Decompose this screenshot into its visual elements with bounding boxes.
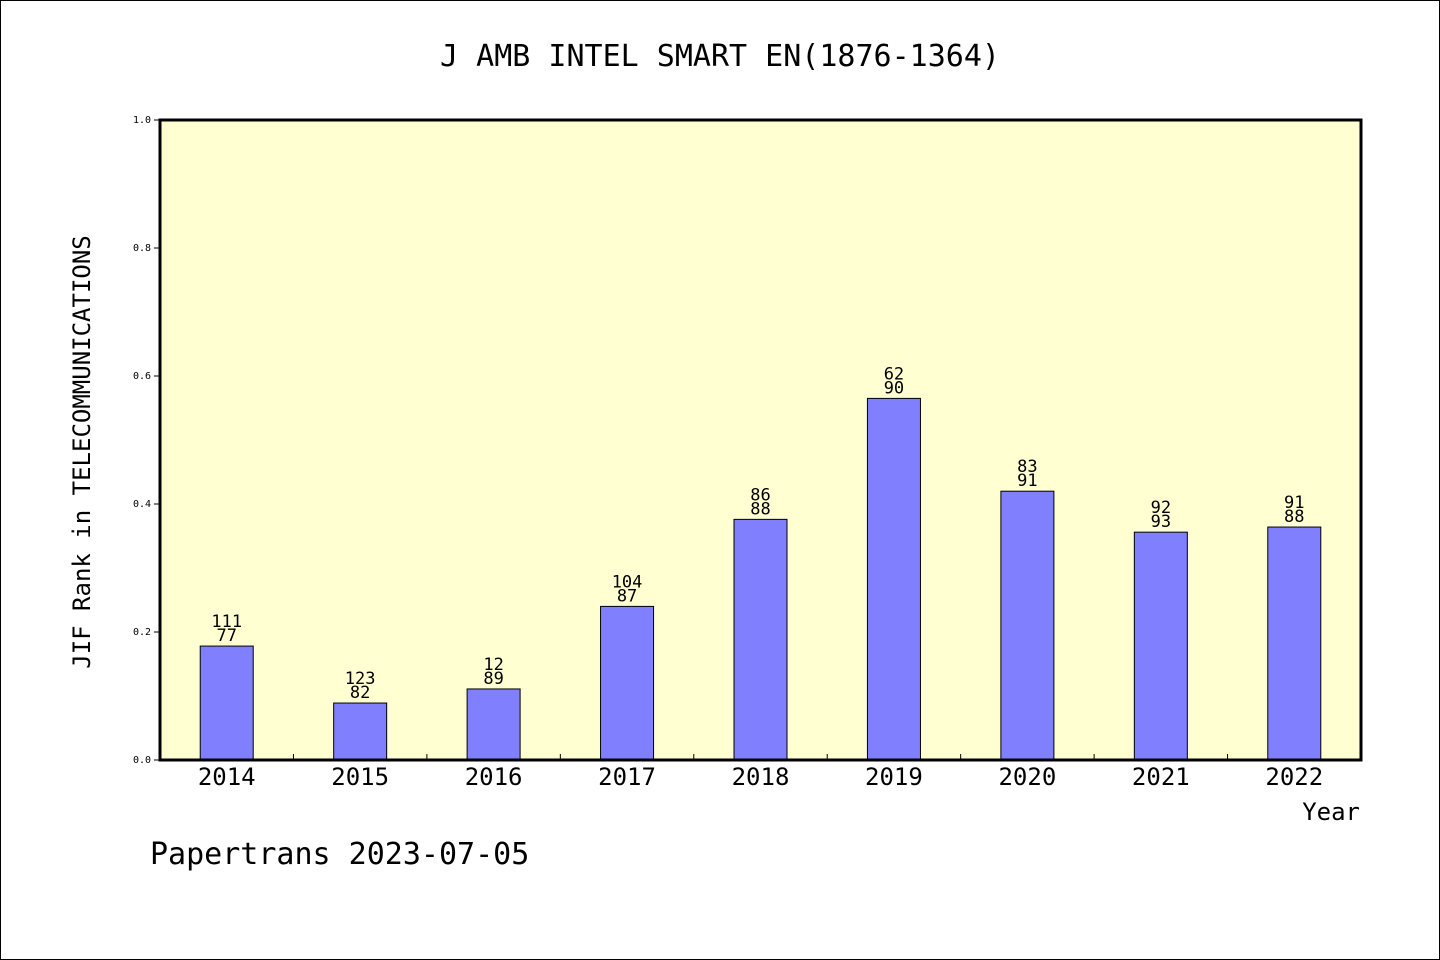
y-tick-label: 1.0 <box>133 115 151 126</box>
bar-2016 <box>466 688 521 761</box>
bar-label-top-2020: 83 <box>1017 457 1037 477</box>
x-axis-label: Year <box>1302 798 1360 826</box>
x-tick-label-2021: 2021 <box>1132 763 1190 791</box>
x-tick-label-2015: 2015 <box>331 763 389 791</box>
bar-label-top-2014: 111 <box>211 612 242 632</box>
x-tick-label-2019: 2019 <box>865 763 923 791</box>
bar-label-bottom-2014: 77 <box>216 626 236 646</box>
x-tick-label-2017: 2017 <box>598 763 656 791</box>
bar-label-bottom-2015: 82 <box>350 683 370 703</box>
bar-label-bottom-2017: 87 <box>617 586 637 606</box>
y-tick-label: 0.8 <box>133 243 151 254</box>
bar-label-bottom-2018: 88 <box>750 499 770 519</box>
y-tick-label: 0.4 <box>133 499 151 510</box>
x-tick-label-2016: 2016 <box>465 763 523 791</box>
bar-label-bottom-2022: 88 <box>1284 507 1304 527</box>
bar-2014 <box>199 645 254 761</box>
bar-label-top-2022: 91 <box>1284 493 1304 513</box>
bar-2022 <box>1267 526 1322 761</box>
chart-title: J AMB INTEL SMART EN(1876-1364) <box>440 39 1000 74</box>
bar-2020 <box>1000 490 1055 761</box>
footer-credit: Papertrans 2023-07-05 <box>150 837 529 872</box>
x-tick-label-2022: 2022 <box>1265 763 1323 791</box>
bar-label-top-2015: 123 <box>345 669 376 689</box>
y-axis-label: JIF Rank in TELECOMMUNICATIONS <box>68 235 96 668</box>
x-axis: 2014 2015 2016 2017 2018 2019 2020 2021 2022 <box>198 754 1323 791</box>
bar-2017 <box>600 605 655 761</box>
y-tick-label: 0.6 <box>133 371 151 382</box>
bar-label-bottom-2020: 91 <box>1017 471 1037 491</box>
x-tick-label-2020: 2020 <box>998 763 1056 791</box>
bar-label-top-2021: 92 <box>1151 498 1171 518</box>
bar-2018 <box>733 518 788 761</box>
bar-label-bottom-2016: 89 <box>483 669 503 689</box>
bar-label-top-2016: 12 <box>483 655 503 675</box>
bar-2019 <box>866 397 921 761</box>
bar-2015 <box>333 702 388 761</box>
y-tick-label: 0.2 <box>133 627 151 638</box>
bar-2021 <box>1133 531 1188 761</box>
bar-label-bottom-2019: 90 <box>884 378 904 398</box>
plot-frame <box>158 118 1363 762</box>
bar-label-top-2019: 62 <box>884 364 904 384</box>
y-tick-label: 0.0 <box>133 755 151 766</box>
x-tick-label-2014: 2014 <box>198 763 256 791</box>
x-tick-label-2018: 2018 <box>732 763 790 791</box>
bar-label-top-2017: 104 <box>612 572 643 592</box>
bar-label-top-2018: 86 <box>750 485 770 505</box>
bar-label-bottom-2021: 93 <box>1151 512 1171 532</box>
